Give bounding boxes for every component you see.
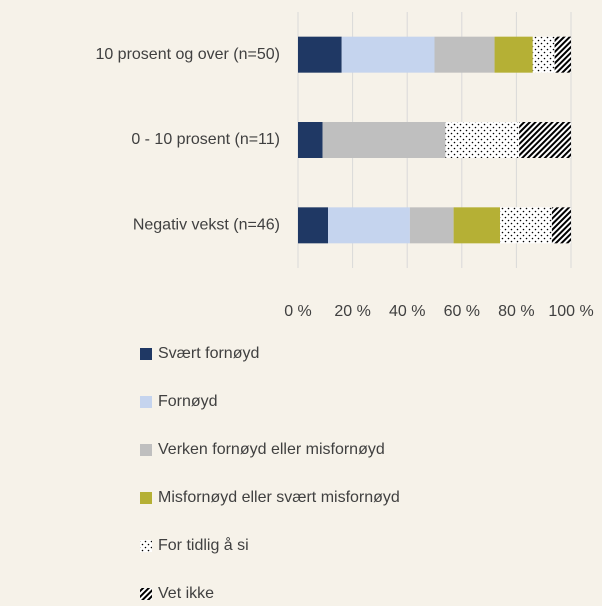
bar-segment: [341, 36, 435, 73]
legend-swatch: [140, 588, 152, 600]
bar-segment: [434, 36, 495, 73]
bar-segment: [453, 207, 501, 244]
y-tick-label: 10 prosent og over (n=50): [95, 46, 280, 63]
bar-segment: [328, 207, 410, 244]
x-tick-label: 20 %: [334, 303, 370, 320]
bar-segment: [322, 122, 446, 158]
x-tick-label: 100 %: [548, 303, 593, 320]
legend-label: Vet ikke: [158, 585, 214, 602]
bar-segment: [494, 36, 533, 73]
legend-swatch: [140, 492, 152, 504]
x-tick-label: 80 %: [498, 303, 534, 320]
legend-label: Fornøyd: [158, 393, 218, 410]
bar-segment: [445, 122, 520, 158]
bar-segment: [551, 207, 571, 244]
bar-segment: [298, 207, 329, 244]
legend-swatch: [140, 540, 152, 552]
bar-segment: [298, 122, 323, 158]
legend-swatch: [140, 444, 152, 456]
bar-segment: [519, 122, 571, 158]
x-tick-label: 40 %: [389, 303, 425, 320]
legend-label: Misfornøyd eller svært misfornøyd: [158, 489, 400, 506]
legend-label: For tidlig å si: [158, 536, 249, 554]
bar-segment: [500, 207, 552, 244]
y-tick-label: Negativ vekst (n=46): [133, 217, 280, 234]
legend-swatch: [140, 396, 152, 408]
bar-segment: [409, 207, 454, 244]
x-tick-label: 60 %: [444, 303, 480, 320]
legend-label: Svært fornøyd: [158, 345, 259, 362]
x-tick-label: 0 %: [284, 303, 312, 320]
legend-label: Verken fornøyd eller misfornøyd: [158, 441, 385, 458]
bar-segment: [532, 36, 555, 73]
bar-segment: [554, 36, 571, 73]
y-tick-label: 0 - 10 prosent (n=11): [131, 131, 280, 148]
legend-swatch: [140, 348, 152, 360]
bar-segment: [298, 36, 342, 73]
